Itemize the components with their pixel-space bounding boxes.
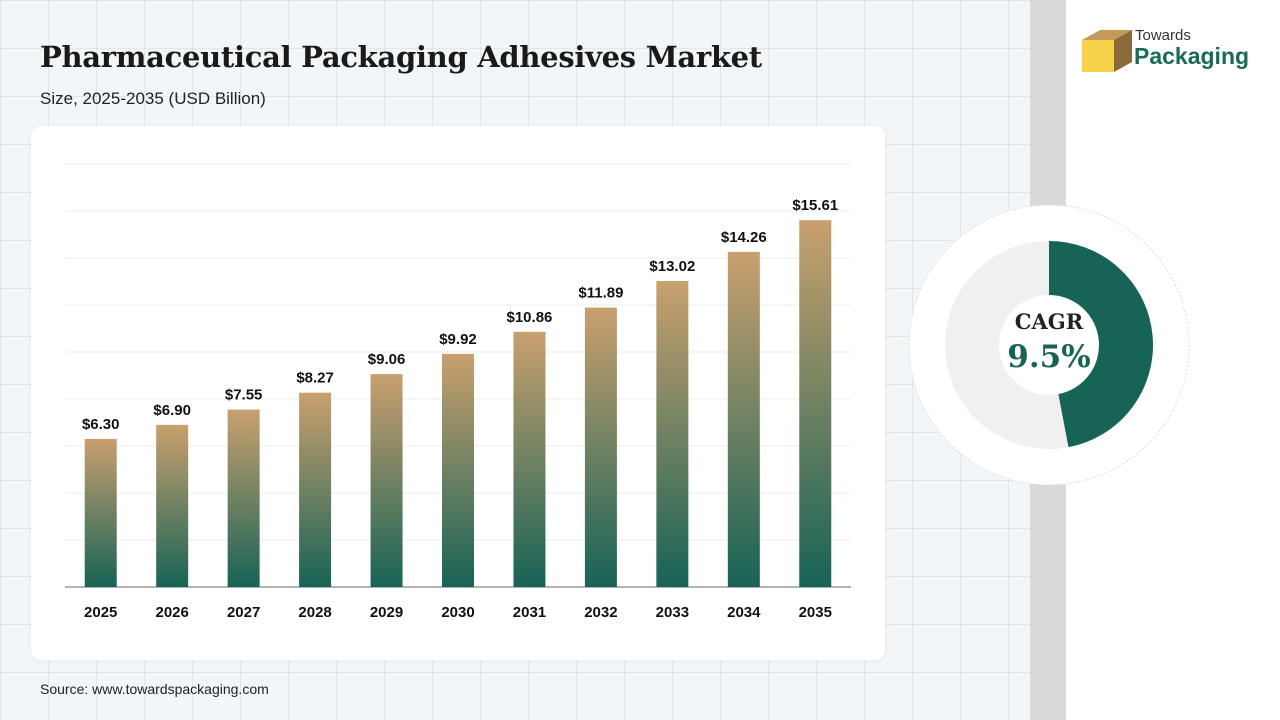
bar-2028 [299,392,332,587]
x-tick-2027: 2027 [227,604,260,621]
bar-2026 [156,424,189,587]
page-title: Pharmaceutical Packaging Adhesives Marke… [40,40,762,74]
data-label-2030: $9.92 [439,331,477,348]
source-note: Source: www.towardspackaging.com [40,681,269,697]
bar-2033 [656,281,689,587]
data-label-2025: $6.30 [82,416,120,433]
bar-chart: $6.30 $6.90 $7.55 $8.27 $9.06 $9.92 $10.86 $11.… [65,163,851,621]
cagr-donut: CAGR 9.5% [907,203,1191,487]
cagr-label: CAGR [1014,309,1084,334]
x-tick-2025: 2025 [84,604,117,621]
bar-2032 [584,307,617,587]
x-tick-2032: 2032 [584,604,617,621]
bar-2035 [799,220,832,587]
logo-text-towards: Towards [1135,27,1191,44]
x-tick-2033: 2033 [656,604,689,621]
data-label-2028: $8.27 [296,370,334,387]
bar-2027 [227,409,260,587]
x-tick-2034: 2034 [727,604,761,621]
bar-2025 [84,438,117,587]
bar-2030 [442,353,474,587]
data-label-2026: $6.90 [153,402,191,419]
x-tick-2028: 2028 [298,604,331,621]
bar-2031 [513,331,546,587]
data-label-2035: $15.61 [792,197,838,214]
data-label-2031: $10.86 [507,309,553,326]
data-label-2029: $9.06 [368,351,406,368]
x-tick-2031: 2031 [513,604,546,621]
x-tick-2026: 2026 [155,604,188,621]
chart-card: $6.30 $6.90 $7.55 $8.27 $9.06 $9.92 $10.86 $11.… [31,126,885,660]
bar-2029 [370,374,403,587]
logo-text-packaging: Packaging [1134,43,1250,69]
cagr-value: 9.5% [1007,339,1091,375]
page-subtitle: Size, 2025-2035 (USD Billion) [40,89,266,108]
data-label-2032: $11.89 [578,285,623,302]
x-tick-2029: 2029 [370,604,403,621]
box-icon [1082,30,1132,72]
bar-2034 [727,251,760,587]
x-tick-2035: 2035 [799,604,832,621]
data-label-2027: $7.55 [225,387,263,404]
x-tick-2030: 2030 [441,604,474,621]
data-label-2034: $14.26 [721,229,767,246]
cagr-arc [1047,241,1153,448]
data-label-2033: $13.02 [649,258,695,275]
